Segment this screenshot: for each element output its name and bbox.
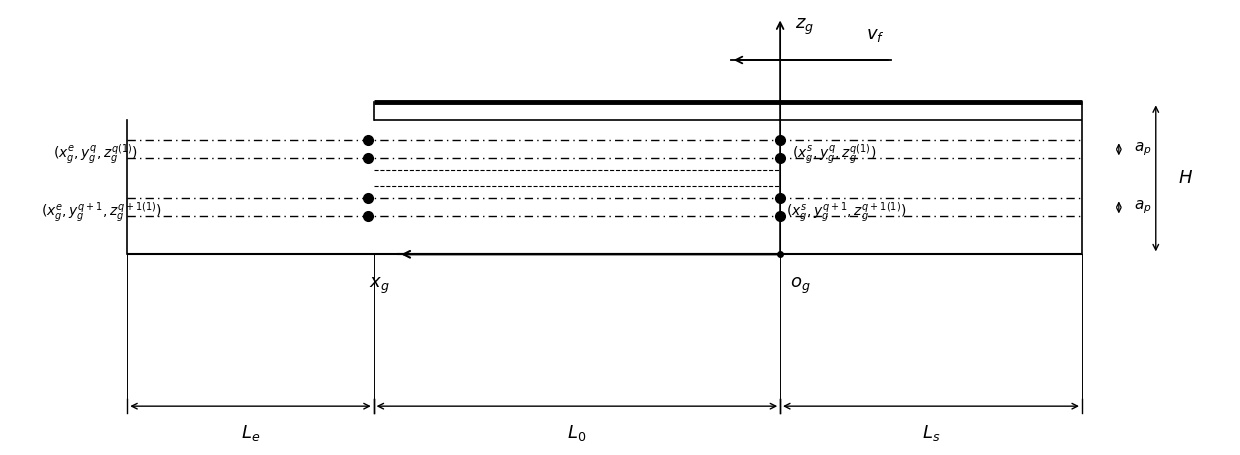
Text: $L_0$: $L_0$ bbox=[567, 423, 587, 443]
Text: $x_g$: $x_g$ bbox=[370, 275, 391, 296]
Text: $H$: $H$ bbox=[1178, 169, 1193, 187]
Text: $a_p$: $a_p$ bbox=[1133, 198, 1151, 216]
Text: $(x_g^s,y_g^{q+1},z_g^{q+1(1)})$: $(x_g^s,y_g^{q+1},z_g^{q+1(1)})$ bbox=[786, 200, 906, 224]
Text: $a_p$: $a_p$ bbox=[1133, 141, 1151, 158]
Text: $(x_g^e,y_g^q,z_g^{q(1)})$: $(x_g^e,y_g^q,z_g^{q(1)})$ bbox=[53, 142, 138, 166]
Text: $L_s$: $L_s$ bbox=[921, 423, 940, 443]
Text: $(x_g^s,y_g^q,z_g^{q(1)})$: $(x_g^s,y_g^q,z_g^{q(1)})$ bbox=[792, 142, 877, 166]
Text: $z_g$: $z_g$ bbox=[795, 16, 813, 36]
Text: $L_e$: $L_e$ bbox=[241, 423, 260, 443]
Text: $o_g$: $o_g$ bbox=[790, 275, 811, 296]
Text: $v_f$: $v_f$ bbox=[866, 26, 885, 45]
Text: $(x_g^e,y_g^{q+1},z_g^{q+1(1)})$: $(x_g^e,y_g^{q+1},z_g^{q+1(1)})$ bbox=[41, 200, 162, 224]
